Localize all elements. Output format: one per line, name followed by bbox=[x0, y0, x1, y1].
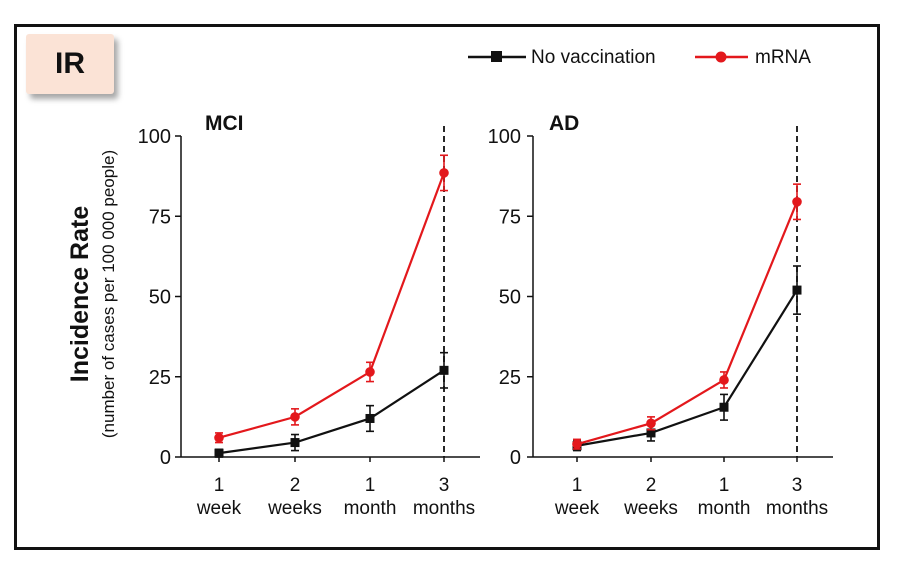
y-axis-subtitle: (number of cases per 100 000 people) bbox=[99, 150, 118, 438]
figure-frame bbox=[14, 24, 880, 550]
series-line-no-vaccination bbox=[576, 289, 798, 447]
legend-label-no-vaccination: No vaccination bbox=[531, 47, 656, 68]
data-point-no-vaccination bbox=[719, 402, 729, 412]
x-tick-label-number: 3 bbox=[792, 475, 803, 496]
data-point-mrna bbox=[214, 432, 224, 443]
x-tick-label-unit: months bbox=[413, 498, 475, 519]
x-tick-label-unit: month bbox=[698, 498, 751, 519]
legend-marker-no-vaccination bbox=[491, 51, 502, 62]
data-point-no-vaccination bbox=[290, 438, 300, 448]
x-tick-label-number: 2 bbox=[290, 475, 301, 496]
y-tick-label: 0 bbox=[510, 447, 521, 469]
y-tick-label: 50 bbox=[499, 287, 521, 309]
data-point-no-vaccination bbox=[214, 448, 224, 458]
series-line-mrna bbox=[576, 201, 799, 446]
series-line-mrna bbox=[218, 172, 446, 439]
x-tick-label-number: 1 bbox=[214, 475, 225, 496]
data-point-mrna bbox=[572, 439, 582, 449]
x-tick-label-number: 2 bbox=[646, 475, 657, 496]
legend: No vaccination mRNA bbox=[468, 47, 811, 68]
x-tick-label-number: 1 bbox=[365, 475, 376, 496]
data-point-mrna bbox=[290, 412, 300, 422]
x-tick-label-unit: weeks bbox=[267, 498, 322, 519]
data-point-no-vaccination bbox=[792, 285, 802, 295]
data-point-mrna bbox=[439, 168, 449, 178]
x-tick-label-unit: weeks bbox=[623, 498, 678, 519]
data-point-no-vaccination bbox=[646, 428, 656, 438]
y-tick-label: 100 bbox=[488, 126, 521, 148]
y-tick-label: 25 bbox=[149, 367, 171, 389]
y-tick-label: 100 bbox=[138, 126, 171, 148]
data-point-mrna bbox=[365, 367, 375, 377]
data-point-mrna bbox=[646, 418, 656, 429]
legend-label-mrna: mRNA bbox=[755, 47, 811, 68]
y-tick-label: 50 bbox=[149, 287, 171, 309]
series-line-no-vaccination bbox=[218, 369, 445, 455]
data-point-mrna bbox=[719, 375, 729, 385]
x-tick-label-unit: week bbox=[554, 498, 600, 519]
data-point-mrna bbox=[792, 197, 802, 207]
x-tick-label-unit: months bbox=[766, 498, 828, 519]
legend-marker-mrna bbox=[715, 51, 727, 63]
y-tick-label: 75 bbox=[149, 206, 171, 228]
data-point-no-vaccination bbox=[365, 413, 375, 423]
y-tick-label: 25 bbox=[499, 367, 521, 389]
y-axis-title: Incidence Rate bbox=[66, 206, 94, 383]
x-tick-label-number: 1 bbox=[572, 475, 583, 496]
data-point-no-vaccination bbox=[439, 365, 449, 375]
panel-title: AD bbox=[549, 112, 579, 135]
ir-badge: IR bbox=[26, 34, 114, 94]
x-tick-label-number: 3 bbox=[439, 475, 450, 496]
panel-title: MCI bbox=[205, 112, 244, 135]
x-tick-label-number: 1 bbox=[719, 475, 730, 496]
x-tick-label-unit: week bbox=[196, 498, 242, 519]
y-tick-label: 75 bbox=[499, 206, 521, 228]
x-tick-label-unit: month bbox=[344, 498, 397, 519]
y-tick-label: 0 bbox=[160, 447, 171, 469]
